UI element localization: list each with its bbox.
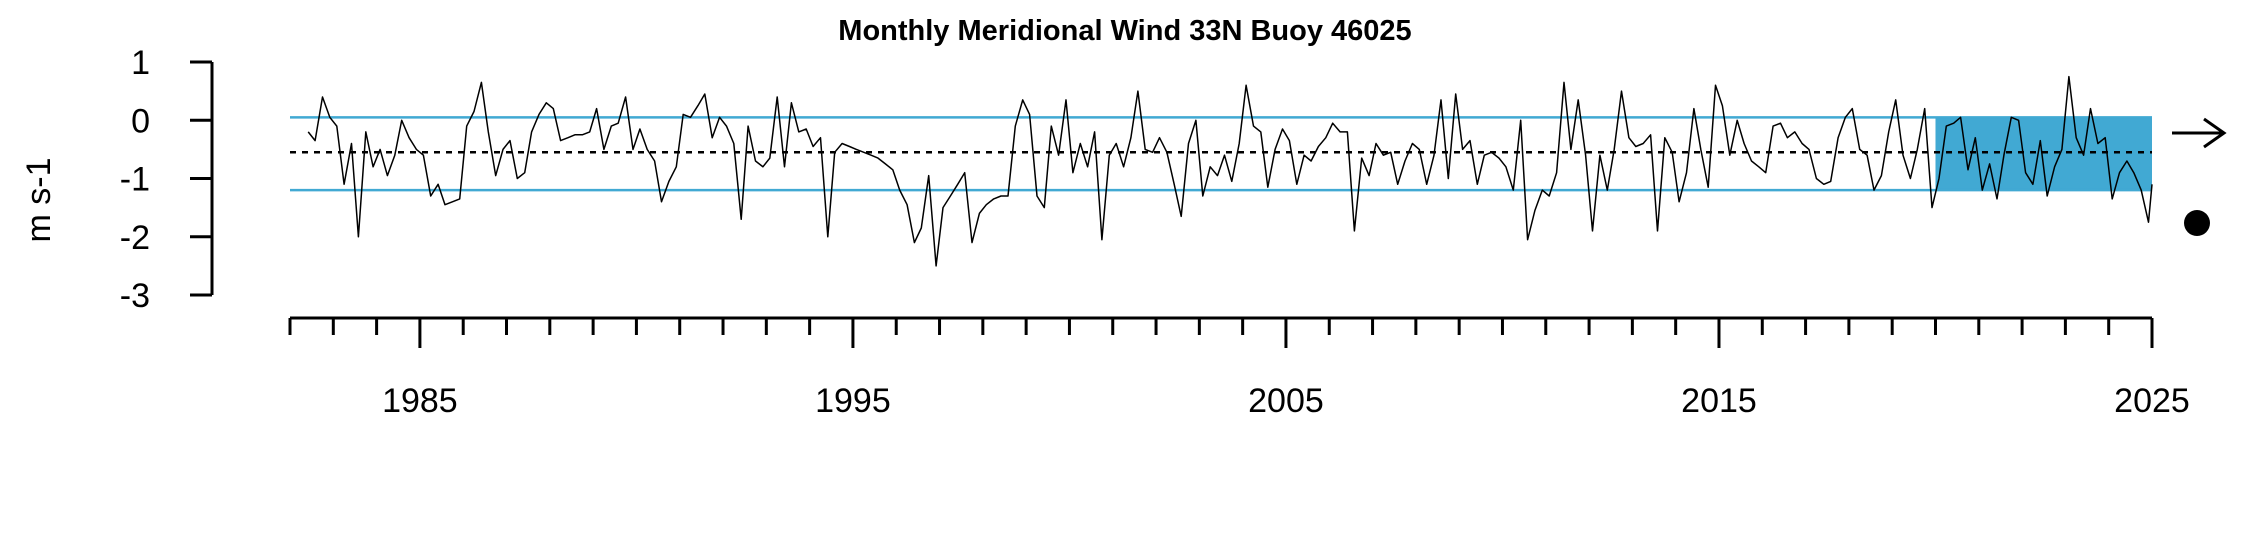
y-tick-label: -2 [120,219,150,257]
series-line-0 [307,75,2153,267]
x-tick-label: 2005 [1248,382,1324,420]
y-tick-label: -3 [120,277,150,315]
band-layer [290,116,2152,192]
x-tick-label: 1995 [815,382,891,420]
y-axis-label: m s-1 [20,158,58,243]
x-tick-label: 1985 [382,382,458,420]
y-tick-label: 1 [131,44,150,82]
right-arrow-head [2203,117,2227,149]
y-axis: 1 0 -1 -2 -3 [120,44,214,315]
x-tick-label: 2025 [2114,382,2190,420]
x-axis: 1985 1995 2005 2015 2025 [288,316,2190,420]
y-tick-label: 0 [131,102,150,140]
highlight-layer [1935,117,2152,191]
series-layer [307,75,2153,267]
y-tick-label: -1 [120,161,150,199]
x-tick-label: 2015 [1681,382,1757,420]
recent-period-highlight [1935,117,2152,191]
indicator-layer [2172,117,2227,236]
filled-circle-icon [2184,210,2210,236]
chart-title: Monthly Meridional Wind 33N Buoy 46025 [838,15,1411,47]
